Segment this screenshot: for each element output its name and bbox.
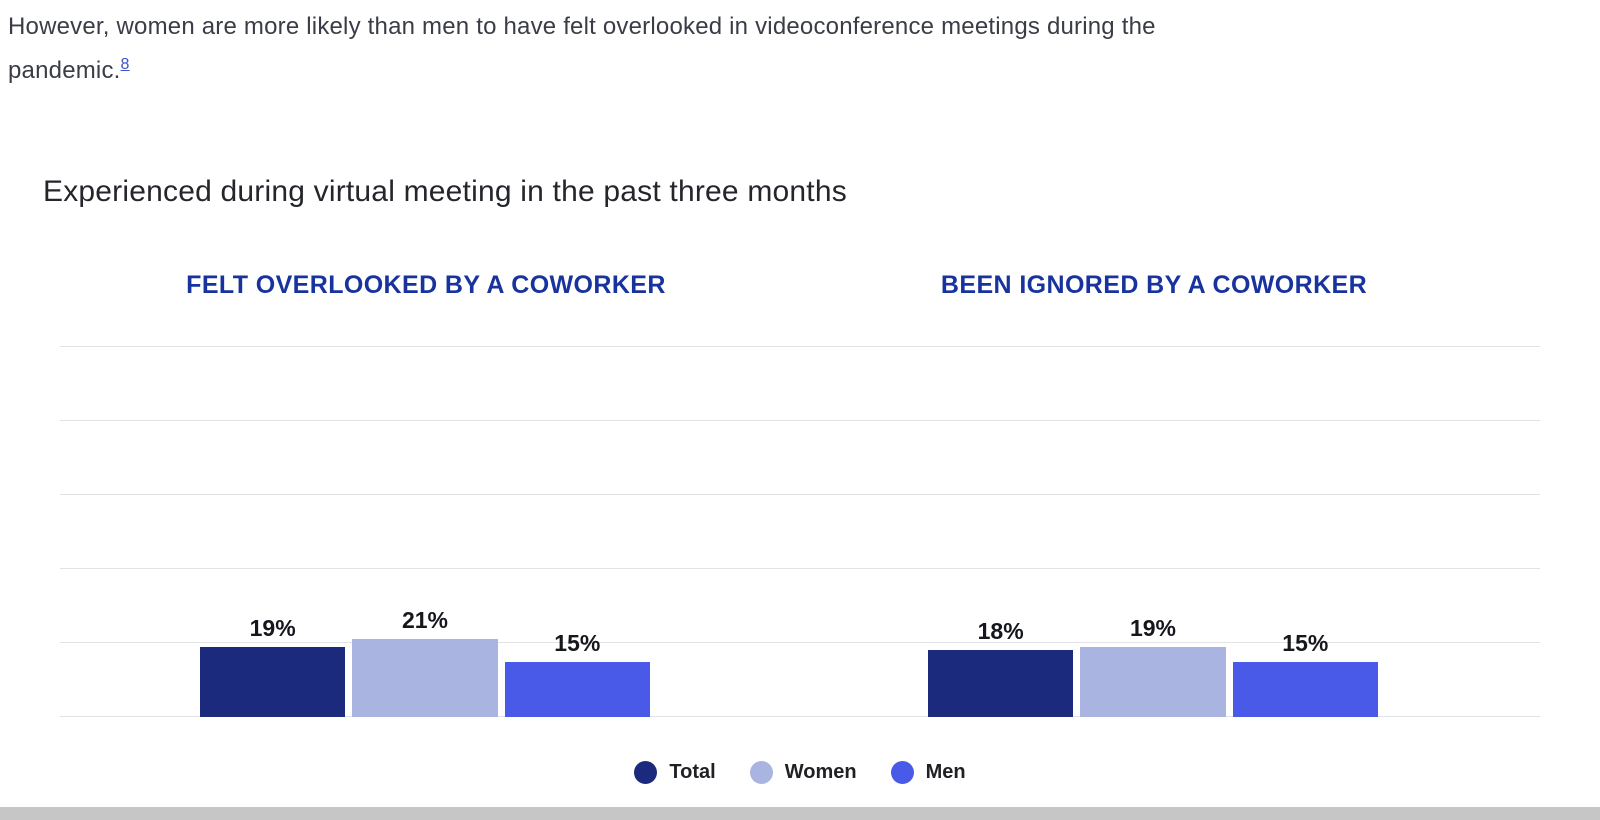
gridline [60,716,1540,717]
legend-label: Total [669,761,716,783]
gridline [60,642,1540,643]
bar-value-label: 18% [977,618,1024,645]
intro-text: However, women are more likely than men … [8,13,1156,84]
footnote-link[interactable]: 8 [120,56,130,73]
legend-dot-icon [634,761,658,784]
bar-column-total: 18% [928,618,1074,717]
bar-women [352,639,498,717]
bar-value-label: 21% [401,607,449,634]
bar-total [928,650,1074,717]
group-heading-felt-overlooked: FELT OVERLOOKED BY A COWORKER [186,271,666,299]
gridline [60,568,1540,569]
bar-women [1080,646,1226,717]
legend-dot-icon [749,761,773,784]
bar-value-label: 15% [554,629,601,656]
bar-group: 19% 21% 15% [200,607,650,717]
page-bottom-edge [0,807,1600,820]
legend-label: Men [925,761,966,783]
group-headings: FELT OVERLOOKED BY A COWORKER BEEN IGNOR… [0,271,1600,307]
bar-column-women: 19% [1080,614,1226,717]
bar-group: 18% 19% 15% [928,615,1378,717]
legend-item-total: Total [634,761,716,784]
group-heading-been-ignored: BEEN IGNORED BY A COWORKER [940,271,1368,299]
legend-label: Women [784,761,857,783]
legend-dot-icon [890,761,914,784]
gridline [60,494,1540,495]
chart-legend: Total Women Men [0,761,1600,784]
legend-item-women: Women [749,761,857,784]
bar-value-label: 15% [1282,629,1329,656]
bar-column-total: 19% [200,614,346,717]
legend-item-men: Men [890,761,966,784]
bar-value-label: 19% [1129,614,1177,641]
bar-men [504,661,650,717]
gridline [60,420,1540,421]
bar-value-label: 19% [249,614,296,641]
bar-men [1232,661,1378,717]
chart-title: Experienced during virtual meeting in th… [43,175,847,208]
bar-total [200,646,346,717]
bar-column-men: 15% [1232,629,1378,717]
bar-column-women: 21% [352,607,498,717]
intro-paragraph: However, women are more likely than men … [0,0,1278,89]
gridline [60,346,1540,347]
chart-area: 19% 21% 15% 18% 19% 15% [60,346,1540,717]
bar-column-men: 15% [504,629,650,717]
